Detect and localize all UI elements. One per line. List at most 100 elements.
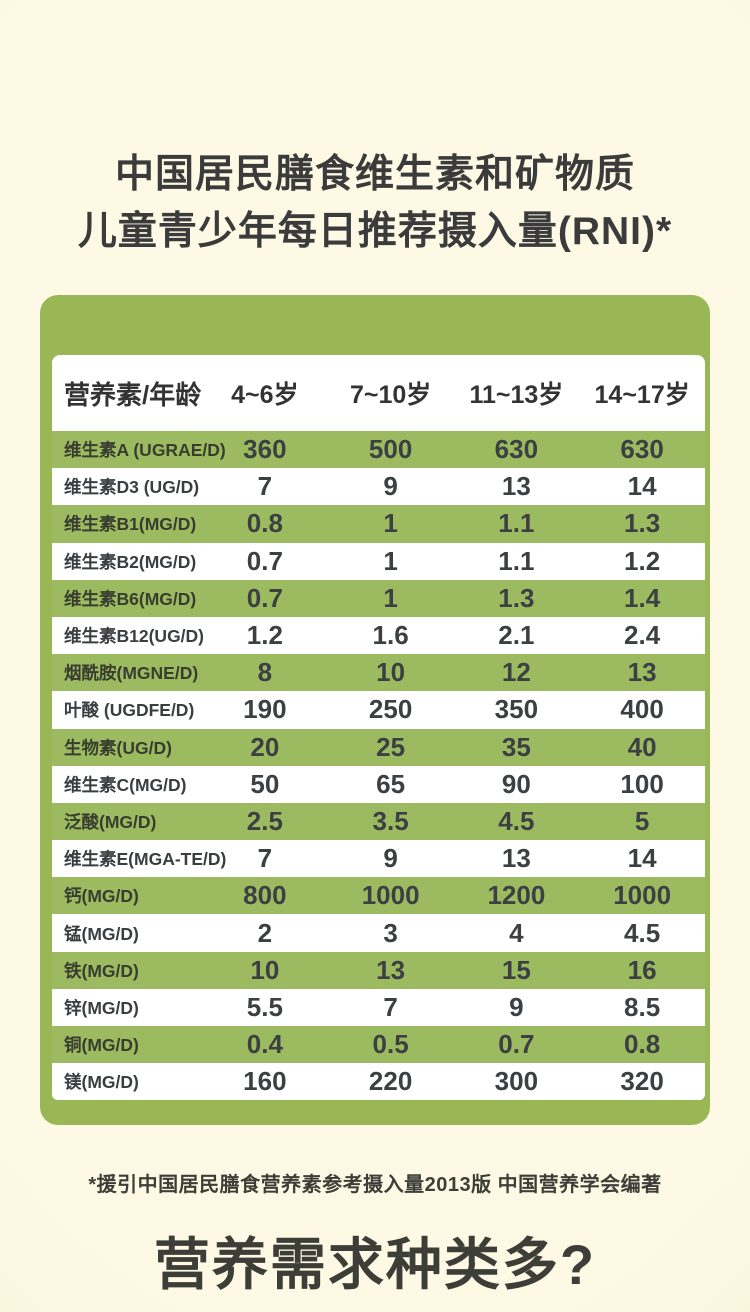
row-value: 630 — [620, 434, 664, 465]
row-value: 13 — [501, 843, 531, 874]
row-value: 90 — [501, 768, 531, 799]
row-value: 800 — [243, 880, 287, 911]
row-value: 12 — [501, 657, 531, 688]
row-value: 10 — [376, 657, 406, 688]
header-age-11-13: 11~13岁 — [469, 381, 564, 409]
table-row: 叶酸 (UGDFE/D) 190 250 350 400 — [52, 691, 705, 729]
row-value: 14 — [627, 843, 657, 874]
row-label: 锌(MG/D) — [64, 997, 139, 1018]
row-value: 0.7 — [246, 582, 283, 613]
row-label: 维生素B1(MG/D) — [64, 514, 197, 535]
table-header-row: 营养素/年龄 4~6岁 7~10岁 11~13岁 14~17岁 — [52, 355, 705, 431]
row-label: 维生素E(MGA-TE/D) — [64, 849, 227, 870]
row-label: 维生素A (UGRAE/D) — [64, 440, 226, 461]
table-row: 镁(MG/D) 160 220 300 320 — [52, 1063, 705, 1100]
rni-table-card: 营养素/年龄 4~6岁 7~10岁 11~13岁 14~17岁 维生素A (UG… — [40, 295, 710, 1125]
row-value: 1.3 — [624, 508, 661, 539]
row-label: 生物素(UG/D) — [64, 737, 172, 758]
row-label: 锰(MG/D) — [64, 923, 139, 944]
table-row: 维生素B2(MG/D) 0.7 1 1.1 1.2 — [52, 542, 705, 580]
table-row: 维生素D3 (UG/D) 7 9 13 14 — [52, 468, 705, 506]
row-label: 烟酰胺(MGNE/D) — [64, 663, 199, 684]
row-value: 3.5 — [372, 805, 409, 836]
table-row: 铁(MG/D) 10 13 15 16 — [52, 951, 705, 989]
bottom-heading: 营养需求种类多? — [153, 1233, 597, 1296]
table-row: 维生素A (UGRAE/D) 360 500 630 630 — [52, 431, 705, 469]
row-value: 14 — [627, 471, 657, 502]
row-value: 9 — [383, 843, 398, 874]
row-value: 7 — [257, 843, 273, 874]
row-label: 钙(MG/D) — [64, 886, 139, 907]
row-value: 400 — [620, 694, 664, 725]
row-label: 维生素C(MG/D) — [64, 774, 187, 795]
row-value: 40 — [627, 731, 657, 762]
page-title: 中国居民膳食维生素和矿物质 儿童青少年每日推荐摄入量(RNI)* — [0, 146, 750, 260]
row-label: 镁(MG/D) — [64, 1072, 139, 1093]
row-value: 2.1 — [498, 620, 535, 651]
table-row: 维生素E(MGA-TE/D) 7 9 13 14 — [52, 840, 705, 878]
row-value: 0.8 — [624, 1029, 661, 1060]
row-value: 7 — [383, 991, 398, 1022]
row-value: 250 — [368, 694, 413, 725]
row-value: 100 — [620, 768, 664, 799]
row-label: 维生素B2(MG/D) — [64, 551, 197, 572]
row-value: 13 — [376, 954, 406, 985]
table-row: 铜(MG/D) 0.4 0.5 0.7 0.8 — [52, 1026, 705, 1064]
row-value: 0.7 — [498, 1029, 535, 1060]
row-label: 维生素B6(MG/D) — [64, 588, 197, 609]
row-value: 190 — [243, 694, 287, 725]
table-row: 锌(MG/D) 5.5 7 9 8.5 — [52, 988, 705, 1026]
row-value: 35 — [501, 731, 531, 762]
row-value: 220 — [368, 1066, 413, 1097]
row-value: 1.6 — [372, 620, 409, 651]
row-value: 0.5 — [372, 1029, 409, 1060]
row-label: 叶酸 (UGDFE/D) — [64, 700, 195, 721]
row-value: 1000 — [361, 880, 420, 911]
table-row: 泛酸(MG/D) 2.5 3.5 4.5 5 — [52, 802, 705, 841]
table-row: 维生素C(MG/D) 50 65 90 100 — [52, 765, 705, 803]
table-body: 维生素A (UGRAE/D) 360 500 630 630 维生素D3 (UG/D) 7 9… — [52, 431, 705, 1100]
row-value: 300 — [494, 1066, 539, 1097]
row-value: 0.7 — [246, 545, 283, 576]
row-value: 1.2 — [246, 620, 283, 651]
row-label: 维生素D3 (UG/D) — [64, 477, 200, 498]
row-value: 13 — [501, 471, 531, 502]
header-nutrient-age: 营养素/年龄 — [64, 379, 202, 410]
row-value: 1000 — [613, 880, 672, 911]
row-value: 160 — [243, 1066, 287, 1097]
row-value: 20 — [250, 731, 280, 762]
row-value: 2.4 — [624, 620, 661, 651]
row-value: 8.5 — [624, 991, 661, 1022]
row-value: 1.1 — [498, 508, 535, 539]
row-value: 2 — [257, 917, 273, 948]
row-value: 1.2 — [624, 545, 661, 576]
row-value: 10 — [250, 954, 280, 985]
row-value: 320 — [620, 1066, 664, 1097]
row-value: 1 — [383, 508, 398, 539]
row-label: 维生素B12(UG/D) — [64, 626, 205, 647]
table-row: 维生素B12(UG/D) 1.2 1.6 2.1 2.4 — [52, 616, 705, 655]
row-value: 1 — [383, 545, 398, 576]
page-title-line1: 中国居民膳食维生素和矿物质 — [114, 153, 635, 196]
row-value: 25 — [376, 731, 406, 762]
row-value: 0.8 — [246, 508, 283, 539]
row-value: 50 — [250, 768, 280, 799]
row-value: 3 — [383, 917, 398, 948]
row-value: 4.5 — [624, 917, 661, 948]
header-age-7-10: 7~10岁 — [349, 381, 432, 409]
row-value: 9 — [383, 471, 398, 502]
row-value: 5.5 — [246, 991, 283, 1022]
row-label: 泛酸(MG/D) — [64, 811, 157, 832]
table-row: 钙(MG/D) 800 1000 1200 1000 — [52, 877, 705, 915]
rni-table: 营养素/年龄 4~6岁 7~10岁 11~13岁 14~17岁 维生素A (UG… — [52, 355, 705, 1100]
row-value: 360 — [243, 434, 287, 465]
row-label: 铁(MG/D) — [64, 960, 139, 981]
table-row: 烟酰胺(MGNE/D) 8 10 12 13 — [52, 654, 705, 692]
row-value: 0.4 — [246, 1029, 283, 1060]
row-value: 4.5 — [498, 805, 535, 836]
row-value: 4 — [509, 917, 524, 948]
row-label: 铜(MG/D) — [64, 1035, 139, 1056]
row-value: 350 — [494, 694, 539, 725]
row-value: 8 — [257, 657, 273, 688]
row-value: 7 — [257, 471, 273, 502]
